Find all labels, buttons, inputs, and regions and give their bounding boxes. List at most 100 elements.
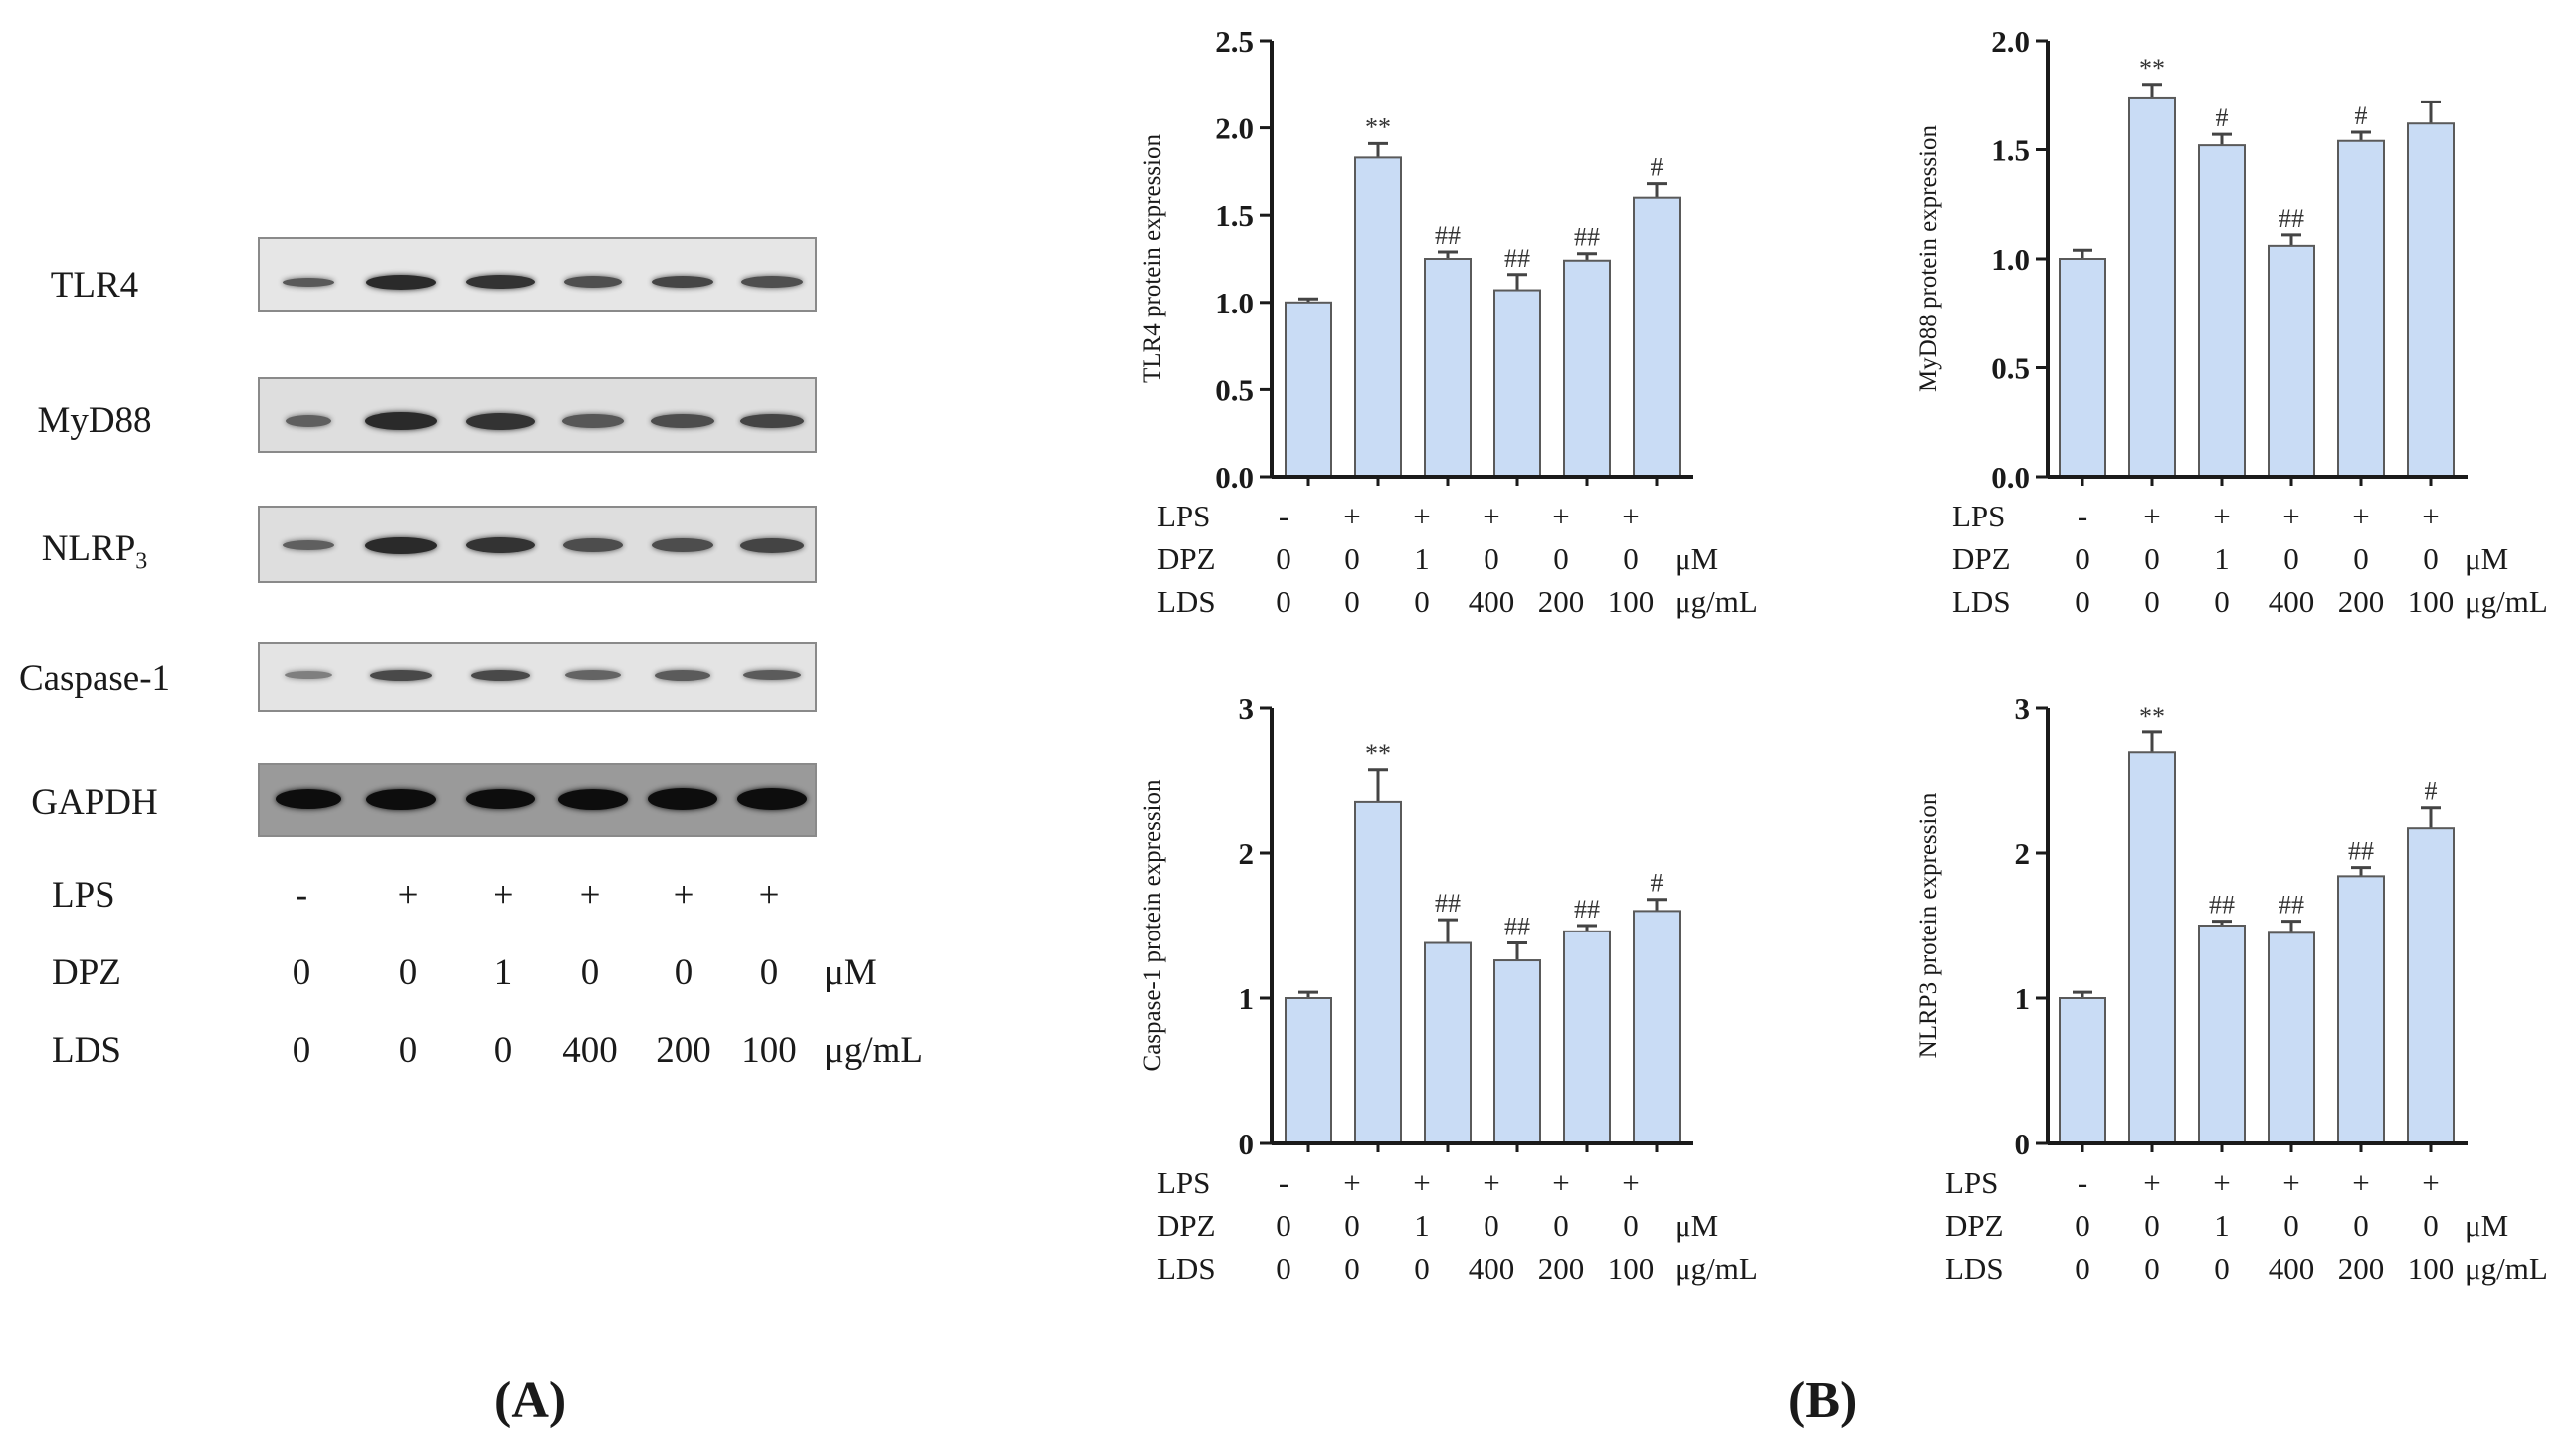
tlr4-chart-row-label-dpz: DPZ (1157, 541, 1216, 577)
significance-label: ## (1435, 889, 1461, 918)
blot-strip-tlr4 (258, 237, 817, 312)
nlrp3-chart-lds-value: 0 (2214, 1251, 2230, 1287)
blot-label-myd88: MyD88 (37, 400, 152, 441)
nlrp3-chart-row-label-lps: LPS (1945, 1165, 1999, 1201)
bar (2337, 875, 2385, 1145)
caspase1-chart-dpz-value: 0 (1553, 1208, 1569, 1244)
tlr4-chart-lds-value: 100 (1607, 584, 1655, 620)
tlr4-chart-dpz-value: 0 (1623, 541, 1639, 577)
y-tick-label: 0 (1239, 1127, 1255, 1156)
nlrp3-chart-dpz-value: 1 (2214, 1208, 2230, 1244)
myd88-chart-dpz-value: 0 (2423, 541, 2439, 577)
bar (2198, 925, 2246, 1144)
bar (2198, 144, 2246, 479)
caspase1-chart-lds-value: 0 (1276, 1251, 1291, 1287)
panel-label-b: (B) (1788, 1372, 1858, 1429)
nlrp3-chart-lps-value: + (2213, 1165, 2231, 1201)
significance-label: ** (2139, 702, 2165, 730)
band-nlrp3-lane-6 (740, 537, 804, 553)
tlr4-chart-lps-value: + (1483, 499, 1500, 534)
y-tick-label: 1.5 (1991, 133, 2030, 168)
y-tick-label: 0.5 (1215, 372, 1254, 407)
bar (2059, 258, 2106, 478)
caspase1-chart-lds-value: 0 (1344, 1251, 1360, 1287)
tlr4-chart-lps-value: + (1552, 499, 1570, 534)
band-gapdh-lane-1 (276, 789, 341, 809)
nlrp3-chart-lps-value: + (2352, 1165, 2370, 1201)
band-gapdh-lane-2 (366, 788, 436, 810)
significance-label: # (2355, 102, 2368, 130)
band-caspase1-lane-2 (370, 669, 432, 681)
band-gapdh-lane-3 (466, 789, 535, 809)
blot-label-caspase1: Caspase-1 (18, 658, 171, 699)
bar (1285, 997, 1332, 1144)
panel-label-a: (A) (495, 1372, 567, 1429)
caspase1-chart-lds-unit: μg/mL (1675, 1251, 1758, 1287)
myd88-chart-lds-value: 200 (2337, 584, 2385, 620)
y-tick-label: 2 (1239, 836, 1255, 871)
blot-row-label-lps: LPS (52, 874, 115, 916)
caspase1-chart-lps-value: - (1278, 1165, 1289, 1201)
blot-lds-value: 400 (562, 1029, 618, 1071)
blot-strip-nlrp3 (258, 506, 817, 583)
myd88-chart-lds-value: 0 (2144, 584, 2160, 620)
caspase1-chart-dpz-value: 1 (1414, 1208, 1430, 1244)
bar (2268, 244, 2315, 478)
caspase1-chart-lds-value: 100 (1607, 1251, 1655, 1287)
myd88-chart-row-label-lps: LPS (1952, 499, 2006, 534)
band-nlrp3-lane-5 (652, 538, 713, 552)
band-tlr4-lane-4 (564, 276, 622, 288)
bar (2268, 931, 2315, 1144)
caspase1-chart-lps-value: + (1622, 1165, 1640, 1201)
myd88-chart-lds-value: 0 (2214, 584, 2230, 620)
blot-label-nlrp3: NLRP3 (41, 528, 148, 575)
y-tick-label: 1.0 (1991, 242, 2030, 277)
significance-label: # (1651, 869, 1664, 898)
blot-label-tlr4: TLR4 (50, 265, 139, 306)
tlr4-chart-lds-value: 200 (1537, 584, 1585, 620)
tlr4-chart-dpz-unit: μM (1675, 541, 1719, 577)
myd88-chart-lps-value: + (2143, 499, 2161, 534)
y-tick-label: 1 (1239, 981, 1255, 1016)
blot-dpz-value: 0 (674, 951, 694, 993)
tlr4-chart-lds-value: 400 (1468, 584, 1515, 620)
y-tick-label: 1 (2015, 981, 2031, 1016)
bar (1493, 289, 1541, 479)
blot-lps-value: + (673, 874, 694, 916)
y-tick-label: 3 (2015, 691, 2031, 725)
significance-label: ## (1435, 221, 1461, 250)
tlr4-chart-lps-value: + (1343, 499, 1361, 534)
y-tick-label: 2 (2015, 836, 2031, 871)
nlrp3-chart-dpz-unit: μM (2465, 1208, 2509, 1244)
caspase1-chart-lps-value: + (1552, 1165, 1570, 1201)
band-gapdh-lane-5 (648, 788, 717, 810)
nlrp3-chart-lds-value: 100 (2407, 1251, 2455, 1287)
y-tick-label: 0.0 (1215, 460, 1254, 490)
bar (1563, 259, 1611, 478)
nlrp3-chart-lps-value: - (2077, 1165, 2088, 1201)
y-axis-title: TLR4 protein expression (1139, 134, 1166, 383)
blot-lds-value: 0 (292, 1029, 311, 1071)
nlrp3-chart-dpz-value: 0 (2144, 1208, 2160, 1244)
nlrp3-chart-dpz-value: 0 (2423, 1208, 2439, 1244)
myd88-chart-dpz-value: 0 (2353, 541, 2369, 577)
band-nlrp3-lane-4 (563, 538, 623, 552)
blot-dpz-value: 1 (494, 951, 513, 993)
tlr4-chart-dpz-value: 1 (1414, 541, 1430, 577)
caspase1-chart-lds-value: 400 (1468, 1251, 1515, 1287)
caspase1-chart-row-label-dpz: DPZ (1157, 1208, 1216, 1244)
blot-dpz-value: 0 (580, 951, 600, 993)
band-caspase1-lane-6 (743, 670, 801, 680)
band-myd88-lane-4 (562, 414, 624, 428)
y-tick-label: 0.5 (1991, 351, 2030, 386)
myd88-chart-row-label-lds: LDS (1952, 584, 2011, 620)
tlr4-chart-lds-value: 0 (1414, 584, 1430, 620)
nlrp3-chart-row-label-dpz: DPZ (1945, 1208, 2004, 1244)
myd88-chart-lps-value: + (2422, 499, 2440, 534)
significance-label: ## (2348, 837, 2374, 866)
band-nlrp3-lane-2 (365, 536, 437, 554)
significance-label: ## (2209, 891, 2235, 920)
caspase1-chart-lds-value: 200 (1537, 1251, 1585, 1287)
